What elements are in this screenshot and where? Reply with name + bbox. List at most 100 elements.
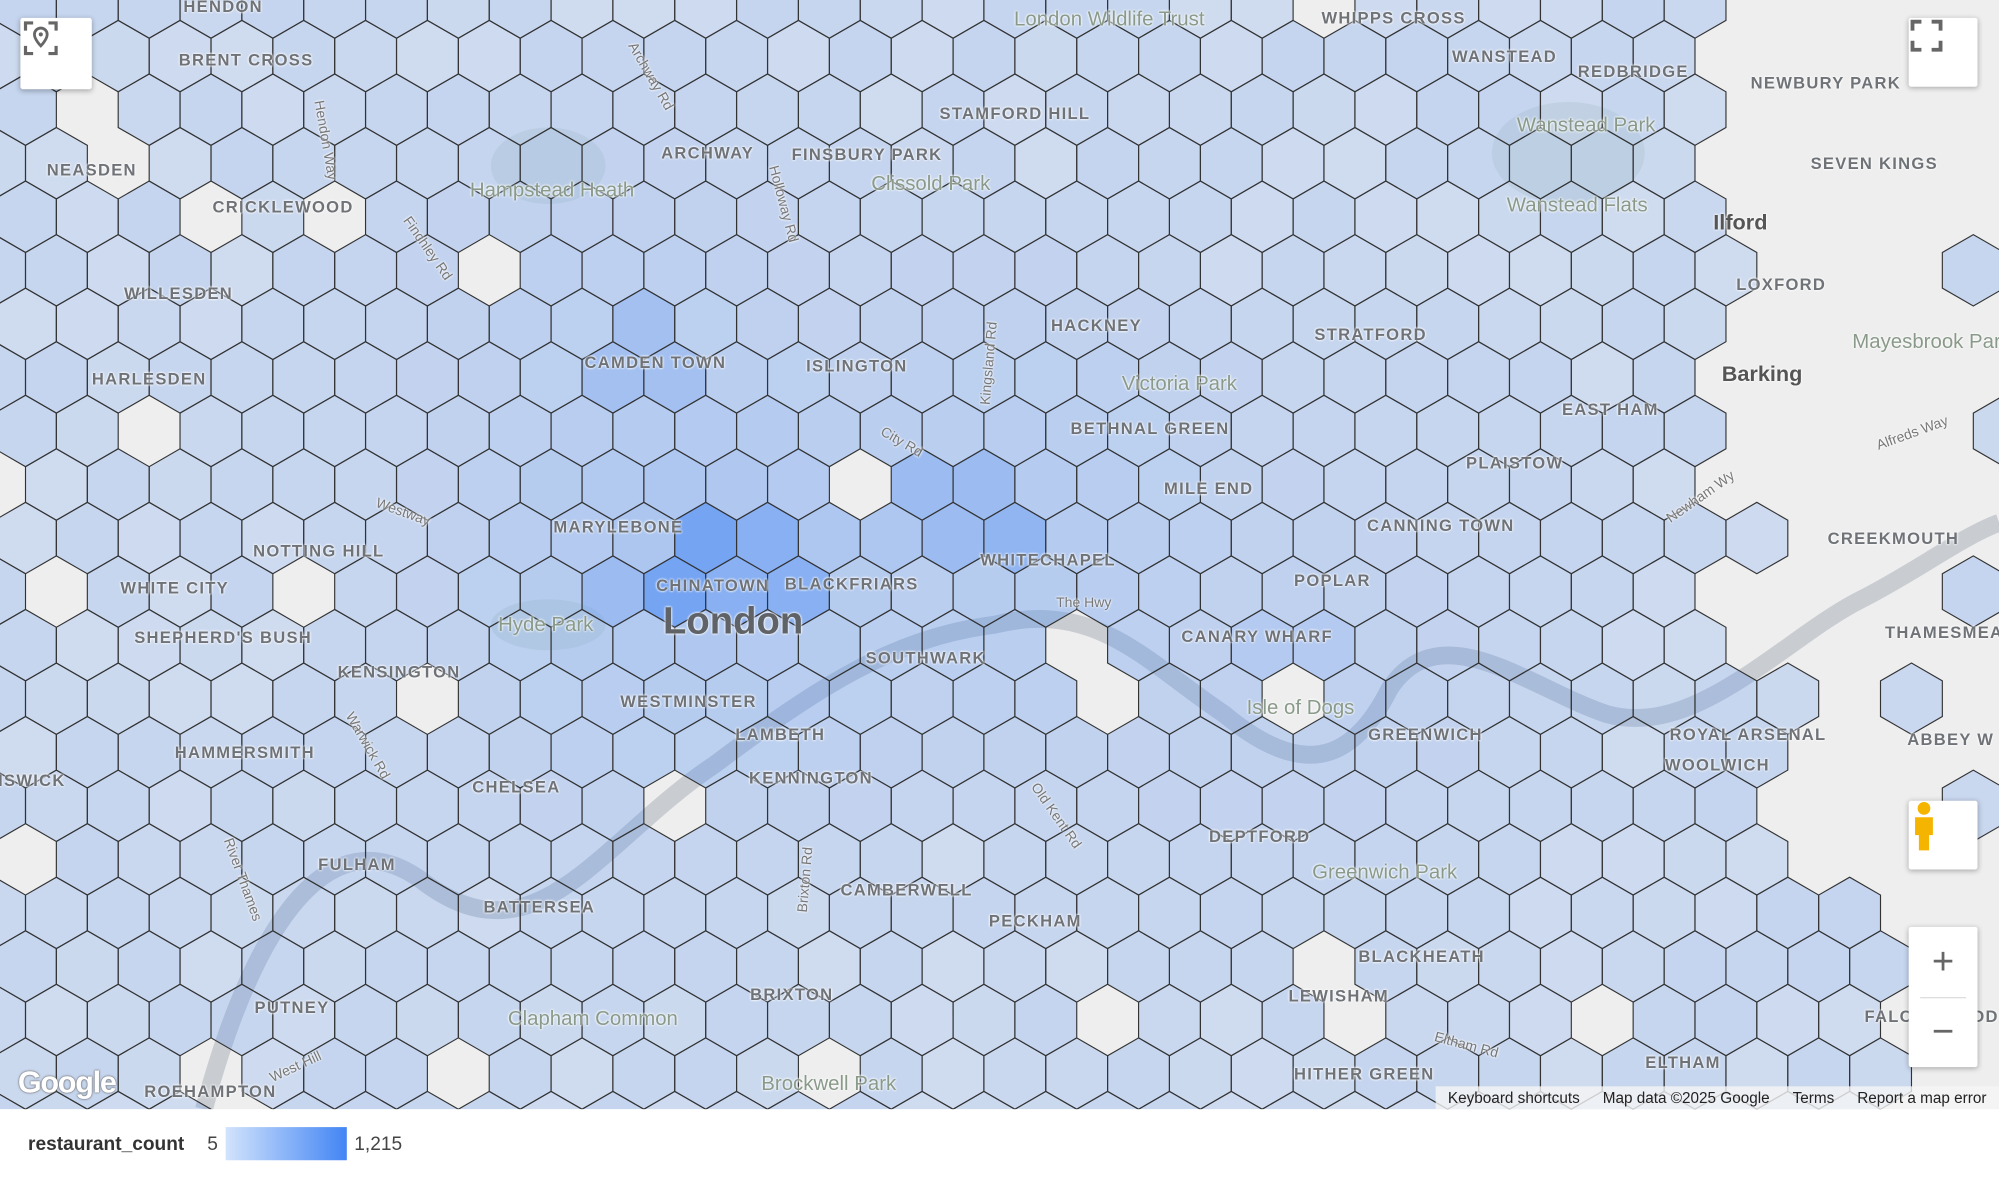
hexbin-cell[interactable] [519,1090,583,1110]
hexbin-cell[interactable] [1014,1090,1078,1110]
hexbin-cell[interactable] [705,1090,769,1110]
hexbin-cell[interactable] [890,1090,954,1110]
place-label: CANNING TOWN [1366,515,1515,535]
place-label: NOTTING HILL [253,541,385,561]
place-label: CAMBERWELL [840,880,973,900]
hexbin-layer [0,0,1999,1110]
hexbin-cell[interactable] [0,1091,27,1110]
park-label: Clissold Park [871,173,991,196]
hexbin-cell[interactable] [1261,1090,1325,1110]
place-label: HENDON [183,0,263,16]
hexbin-cell[interactable] [643,1090,707,1110]
place-label: PUTNEY [254,997,330,1017]
park-label: Wanstead Park [1516,114,1656,137]
road-label: The Hwy [1056,595,1112,611]
hexbin-cell[interactable] [272,1090,336,1110]
hexbin-cell[interactable] [334,1090,398,1110]
keyboard-shortcuts-link[interactable]: Keyboard shortcuts [1447,1088,1580,1107]
town-label: Ilford [1713,210,1768,235]
hexbin-cell[interactable] [1385,1090,1449,1110]
place-label: BRIXTON [750,984,834,1005]
hexbin-cell[interactable] [1972,395,1999,466]
hexbin-cell[interactable] [581,1090,645,1110]
hexbin-cell[interactable] [395,1090,459,1110]
place-label: LOXFORD [1736,274,1827,294]
street-view-button[interactable] [1908,800,1978,870]
park-area [490,127,606,204]
terms-link[interactable]: Terms [1792,1088,1835,1107]
place-label: BATTERSEA [483,896,596,917]
zoom-out-button[interactable]: − [1931,1010,1955,1053]
place-label: BLACKFRIARS [784,574,919,594]
park-label: Wanstead Flats [1506,195,1648,217]
place-label: WHITE CITY [120,578,229,598]
park-label: London Wildlife Trust [1014,8,1205,31]
legend-max: 1,215 [354,1132,403,1155]
location-icon [23,21,58,56]
place-label: ROYAL ARSENAL [1669,724,1827,744]
place-label: REDBRIDGE [1577,61,1689,81]
town-label: London [663,600,804,643]
place-label: CAMDEN TOWN [584,352,727,372]
hexbin-cell[interactable] [1941,233,1999,307]
hexbin-cell[interactable] [1941,555,1999,628]
hexbin-cell[interactable] [86,1090,150,1110]
place-label: HARLESDEN [91,369,207,389]
place-label: SOUTHWARK [865,648,986,668]
place-label: CHELSEA [472,777,561,797]
map-canvas[interactable]: HENDON BRENT CROSS NEASDEN CRICKLEWOOD WILLE… [0,0,1999,1110]
hexbin-cell[interactable] [766,1090,830,1110]
place-label: FULHAM [318,854,396,875]
place-label: BLACKHEATH [1358,946,1485,966]
park-label: Hampstead Heath [469,179,635,202]
hexbin-cell[interactable] [1138,1090,1201,1110]
park-label: Victoria Park [1121,373,1238,396]
place-label: LEWISHAM [1288,986,1389,1006]
hexbin-cell[interactable] [828,1090,892,1110]
map-data-text: Map data ©2025 Google [1602,1088,1770,1107]
hexbin-cell[interactable] [148,1090,212,1110]
hexbin-cell[interactable] [1323,1090,1387,1110]
place-label: HACKNEY [1051,315,1142,335]
place-label: WILLESDEN [123,283,234,303]
place-label: ROEHAMPTON [144,1081,277,1101]
zoom-control: + − [1908,926,1978,1068]
fullscreen-button[interactable] [1908,17,1978,87]
place-label: ELTHAM [1645,1052,1721,1072]
hexbin-cell[interactable] [1199,1090,1263,1110]
place-label: STAMFORD HILL [939,103,1091,124]
report-error-link[interactable]: Report a map error [1857,1088,1987,1107]
place-label: WOOLWICH [1664,755,1770,775]
place-label: ABBEY W [1907,729,1995,750]
place-label: WHITECHAPEL [980,550,1116,570]
place-label: PLAISTOW [1466,453,1564,473]
park-label: Brockwell Park [761,1073,897,1096]
google-logo: Google [17,1065,117,1101]
park-area [1491,102,1645,204]
park-label: Mayesbrook Park [1852,331,1999,354]
base-map [0,0,1999,1110]
place-label: BRENT CROSS [178,50,314,70]
zoom-in-button[interactable]: + [1931,940,1955,983]
hexbin-cell[interactable] [1076,1090,1140,1110]
place-label: SEVEN KINGS [1810,153,1938,173]
place-label: BETHNAL GREEN [1070,418,1230,438]
place-label: GREENWICH [1368,724,1483,744]
hexbin-cell[interactable] [1725,501,1789,575]
hexbin-cell[interactable] [1879,662,1943,736]
place-label: CHINATOWN [656,575,770,595]
color-legend: restaurant_count 5 1,215 [0,1109,1999,1178]
place-label: FINSBURY PARK [791,144,943,164]
place-label: SHEPHERD'S BUSH [134,627,313,648]
hexbin-cell[interactable] [952,1090,1016,1110]
place-label: THAMESMEAD [1884,622,1999,642]
hexbin-cell[interactable] [24,1090,88,1110]
legend-title: restaurant_count [28,1132,185,1155]
locate-button[interactable] [20,17,92,90]
hexbin-cell[interactable] [457,1090,521,1110]
place-label: WHIPPS CROSS [1321,8,1466,28]
place-label: HITHER GREEN [1293,1063,1435,1084]
place-label: NEWBURY PARK [1750,73,1901,93]
legend-min: 5 [207,1132,218,1155]
place-label: LAMBETH [735,724,826,744]
